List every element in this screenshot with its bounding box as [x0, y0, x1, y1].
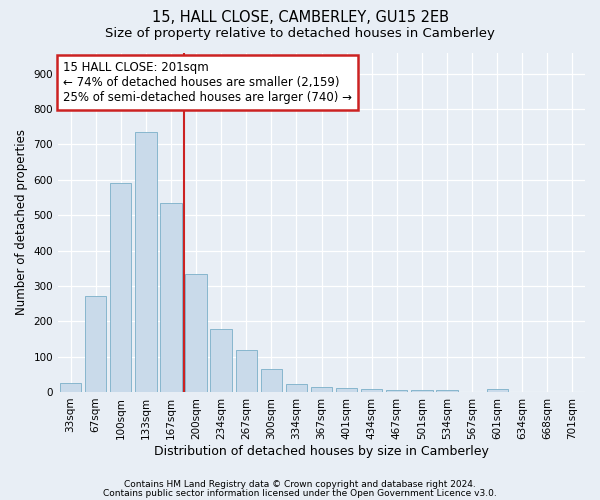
- Bar: [185, 274, 207, 392]
- Text: 15, HALL CLOSE, CAMBERLEY, GU15 2EB: 15, HALL CLOSE, CAMBERLEY, GU15 2EB: [151, 10, 449, 25]
- Bar: [286, 384, 307, 392]
- Text: Contains public sector information licensed under the Open Government Licence v3: Contains public sector information licen…: [103, 489, 497, 498]
- Bar: [260, 369, 282, 392]
- Bar: [436, 390, 458, 392]
- Bar: [211, 329, 232, 392]
- Bar: [361, 389, 382, 392]
- Bar: [110, 184, 131, 392]
- Bar: [311, 386, 332, 392]
- Bar: [85, 296, 106, 392]
- Text: Size of property relative to detached houses in Camberley: Size of property relative to detached ho…: [105, 28, 495, 40]
- Bar: [336, 388, 357, 392]
- Bar: [386, 390, 407, 392]
- Y-axis label: Number of detached properties: Number of detached properties: [15, 129, 28, 315]
- Text: Contains HM Land Registry data © Crown copyright and database right 2024.: Contains HM Land Registry data © Crown c…: [124, 480, 476, 489]
- Bar: [236, 350, 257, 392]
- Bar: [411, 390, 433, 392]
- X-axis label: Distribution of detached houses by size in Camberley: Distribution of detached houses by size …: [154, 444, 489, 458]
- Bar: [135, 132, 157, 392]
- Bar: [160, 203, 182, 392]
- Bar: [60, 383, 81, 392]
- Text: 15 HALL CLOSE: 201sqm
← 74% of detached houses are smaller (2,159)
25% of semi-d: 15 HALL CLOSE: 201sqm ← 74% of detached …: [64, 61, 352, 104]
- Bar: [487, 389, 508, 392]
